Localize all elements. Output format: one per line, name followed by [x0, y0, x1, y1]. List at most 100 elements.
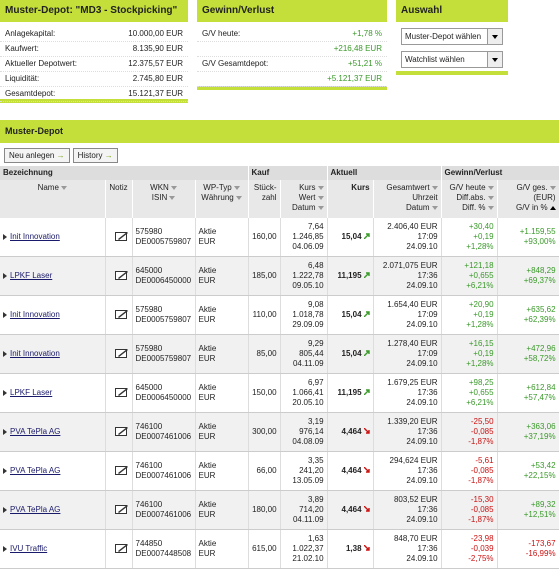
cell-kauf: 6,97 1.066,41 20.05.10 — [280, 373, 328, 413]
note-icon[interactable] — [114, 387, 129, 397]
quantity: 185,00 — [252, 271, 277, 280]
depot-row: Anlagekapital: 10.000,00 EUR — [0, 27, 188, 42]
header-text: G/V in % — [501, 203, 556, 213]
gv-today: +6,21% — [466, 398, 494, 407]
data-row: Init Innovation 575980 DE0005759807 Aktie EU… — [0, 334, 559, 374]
total-gesamtwert: 1.654,40 EUR — [387, 300, 438, 309]
box-title: Muster-Depot: "MD3 - Stockpicking" — [0, 0, 188, 22]
buy-datum: 21.02.10 — [292, 554, 324, 563]
gv-today: +121,18 — [464, 261, 494, 270]
wkn: 746100 — [135, 500, 163, 509]
cell-notiz — [105, 451, 133, 491]
note-icon[interactable] — [114, 543, 129, 553]
wkn: 746100 — [135, 422, 163, 431]
cell-notiz — [105, 529, 133, 569]
stock-link[interactable]: Init Innovation — [3, 310, 60, 319]
note-icon[interactable] — [114, 465, 129, 475]
total-uhrzeit: 17:09 — [417, 310, 438, 319]
stock-link[interactable]: Init Innovation — [3, 232, 60, 241]
gv-row: G/V heute: +1,78 % — [197, 27, 387, 42]
total-datum2: 24.09.10 — [406, 242, 438, 251]
label: Anlagekapital: — [5, 29, 56, 38]
select[interactable]: Watchlist wählen — [401, 51, 503, 68]
cell-gv-ges: +612,84 +57,47% — [497, 373, 559, 413]
stock-link[interactable]: LPKF Laser — [3, 388, 52, 397]
group-header: Gewinn/Verlust — [441, 166, 559, 180]
column-header[interactable]: G/V ges. (EUR) G/V in % — [497, 180, 559, 218]
note-icon[interactable] — [114, 270, 129, 280]
note-icon[interactable] — [114, 231, 129, 241]
note-icon[interactable] — [114, 309, 129, 319]
column-header[interactable]: Notiz — [105, 180, 133, 218]
buy-kurs: 6,97 — [307, 378, 324, 387]
trend-arrow — [363, 389, 370, 396]
cell-stueck: 180,00 — [248, 490, 281, 530]
gv-total: +53,42 — [530, 461, 556, 470]
stock-link[interactable]: PVA TePla AG — [3, 505, 60, 514]
label: Liquidität: — [5, 74, 40, 83]
quantity: 300,00 — [252, 427, 277, 436]
select[interactable]: Muster-Depot wählen — [401, 28, 503, 45]
gv-total: -173,67 — [528, 539, 556, 548]
currency: EUR — [198, 237, 216, 246]
note-icon[interactable] — [114, 426, 129, 436]
cell-kauf: 3,89 714,20 04.11.09 — [280, 490, 328, 530]
note-icon[interactable] — [114, 504, 129, 514]
header-text: Diff. % — [445, 203, 494, 213]
cell-wkn: 575980 DE0005759807 — [132, 295, 196, 335]
column-header[interactable]: Kurs Wert Datum — [280, 180, 328, 218]
total-uhrzeit: 17:36 — [417, 388, 438, 397]
gv-total: +22,15% — [523, 471, 556, 480]
button[interactable]: History — [72, 148, 118, 163]
value: 2.745,80 EUR — [132, 74, 183, 83]
stock-link[interactable]: PVA TePla AG — [3, 427, 60, 436]
total-gesamtwert: 294,624 EUR — [389, 456, 438, 465]
stock-link[interactable]: IVU Traffic — [3, 544, 47, 553]
cell-gesamt: 1.339,20 EUR 17:36 24.09.10 — [373, 412, 442, 452]
cell-kauf: 7,64 1.246,85 04.06.09 — [280, 218, 328, 257]
gv-total: +1.159,55 — [519, 227, 556, 236]
stock-link[interactable]: Init Innovation — [3, 349, 60, 358]
current-price: 4,464 — [341, 505, 362, 514]
typ: Aktie — [198, 422, 217, 431]
total-uhrzeit: 17:36 — [417, 427, 438, 436]
button-row: Neu anlegenHistory — [4, 148, 121, 163]
currency: EUR — [198, 432, 216, 441]
column-header[interactable]: WP-Typ Währung — [195, 180, 249, 218]
buy-wert: 1.066,41 — [292, 388, 324, 397]
total-uhrzeit: 17:36 — [417, 544, 438, 553]
isin: DE0005759807 — [135, 315, 192, 324]
total-gesamtwert: 803,52 EUR — [393, 495, 438, 504]
auswahl-box: Auswahl Muster-Depot wählen Watchlist wäh… — [396, 0, 508, 75]
cell-kauf: 3,19 976,14 04.08.09 — [280, 412, 328, 452]
column-header[interactable]: Name — [0, 180, 106, 218]
buy-kurs: 6,48 — [307, 261, 324, 270]
total-gesamtwert: 848,70 EUR — [393, 534, 438, 543]
total-datum2: 24.09.10 — [406, 476, 438, 485]
cell-gv-heute: +30,40 +0,19 +1,28% — [441, 218, 498, 257]
cell-aktuell: 15,04 — [327, 295, 374, 335]
cell-name: Init Innovation — [0, 218, 106, 257]
column-header[interactable]: Kurs — [327, 180, 374, 218]
value: 12.375,57 EUR — [128, 59, 183, 68]
cell-wkn: 746100 DE0007461006 — [132, 412, 196, 452]
buy-kurs: 9,29 — [307, 339, 324, 348]
stock-link[interactable]: PVA TePla AG — [3, 466, 60, 475]
note-icon[interactable] — [114, 348, 129, 358]
column-header[interactable]: WKN ISIN — [132, 180, 196, 218]
typ: Aktie — [198, 305, 217, 314]
column-header[interactable]: G/V heute Diff.abs. Diff. % — [441, 180, 498, 218]
column-header[interactable]: Gesamtwert Uhrzeit Datum — [373, 180, 442, 218]
typ: Aktie — [198, 461, 217, 470]
data-row: LPKF Laser 645000 DE0006450000 Aktie EUR 150,… — [0, 373, 559, 413]
buy-wert: 1.222,78 — [292, 271, 324, 280]
cell-name: Init Innovation — [0, 295, 106, 335]
cell-gesamt: 294,624 EUR 17:36 24.09.10 — [373, 451, 442, 491]
cell-name: PVA TePla AG — [0, 490, 106, 530]
stock-link[interactable]: LPKF Laser — [3, 271, 52, 280]
column-header[interactable]: Stück-zahl — [248, 180, 281, 218]
label: G/V Gesamtdepot: — [202, 59, 269, 68]
button[interactable]: Neu anlegen — [4, 148, 70, 163]
gv-total: +848,29 — [526, 266, 556, 275]
cell-gv-heute: +16,15 +0,19 +1,28% — [441, 334, 498, 374]
